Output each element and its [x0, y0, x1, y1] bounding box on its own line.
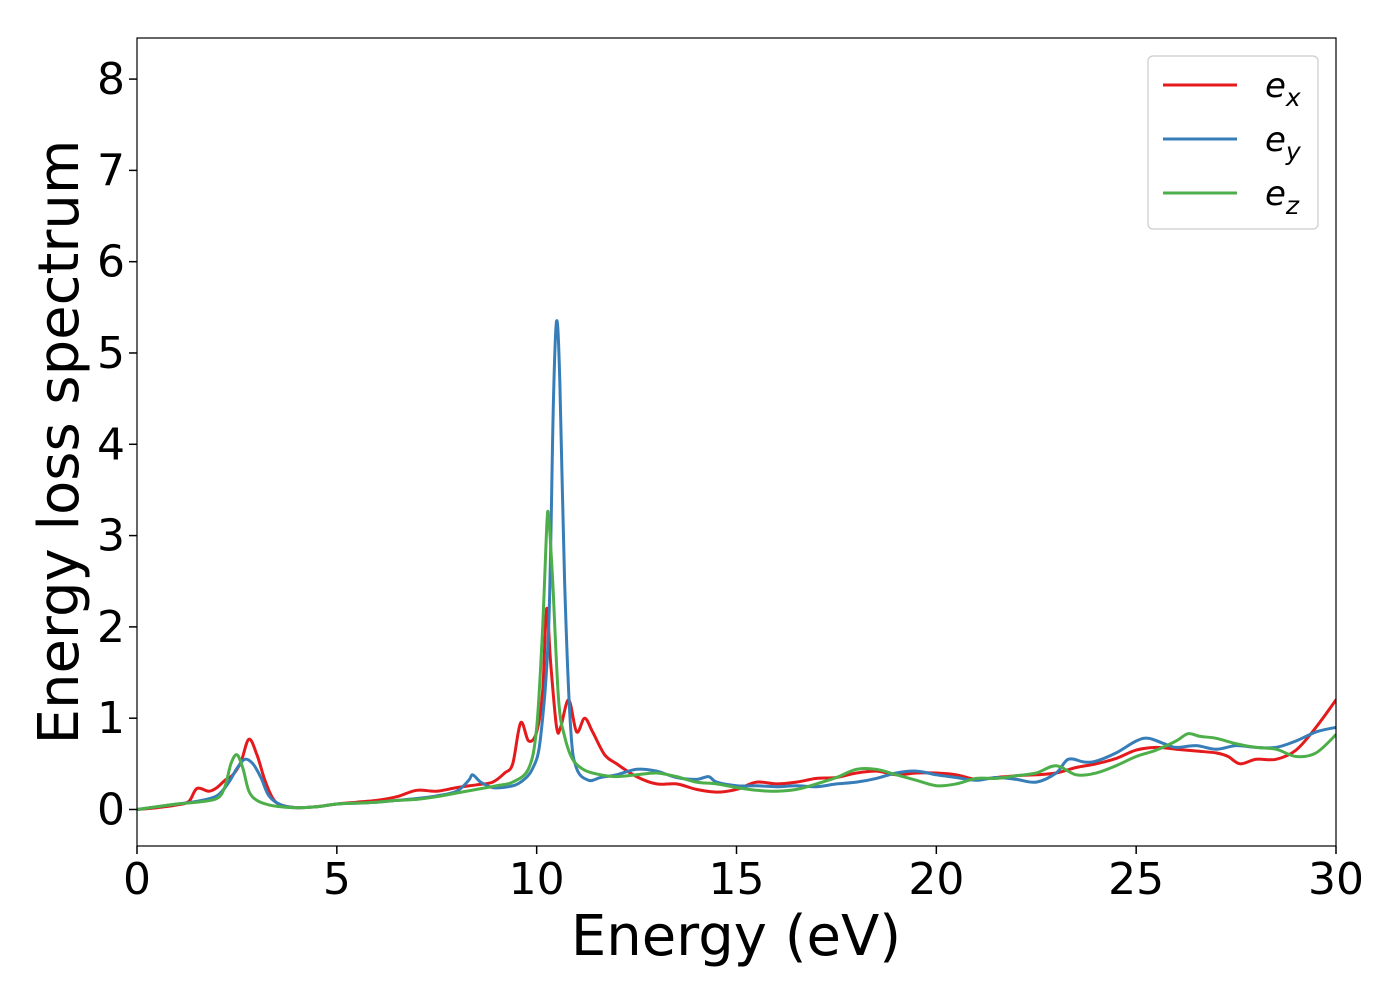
y-tick-label: 2 [97, 602, 125, 653]
series-layer [137, 319, 1336, 811]
y-axis-label: Energy loss spectrum [27, 140, 92, 745]
legend-label-y: ey [1265, 120, 1302, 166]
y-tick-label: 3 [97, 511, 125, 562]
y-axis: 0 1 2 3 4 5 6 7 8 [97, 54, 137, 835]
x-tick-label: 10 [509, 854, 565, 905]
x-axis: 0 5 10 15 20 25 30 [123, 846, 1364, 905]
y-tick-label: 7 [97, 145, 125, 196]
legend-label-subscript: y [1285, 137, 1302, 166]
x-tick-label: 25 [1108, 854, 1164, 905]
y-tick-label: 0 [97, 784, 125, 835]
x-tick-label: 0 [123, 854, 151, 905]
legend-label-subscript: x [1285, 83, 1301, 112]
y-tick-label: 6 [97, 237, 125, 288]
y-tick-label: 5 [97, 328, 125, 379]
x-tick-label: 20 [908, 854, 964, 905]
x-tick-label: 15 [709, 854, 765, 905]
series-line-z [137, 509, 1336, 811]
legend-label-base: e [1265, 120, 1286, 160]
legend-label-base: e [1265, 66, 1286, 106]
x-tick-label: 30 [1308, 854, 1364, 905]
legend-box [1147, 55, 1319, 230]
x-axis-label: Energy (eV) [571, 904, 901, 969]
legend-label-x: ex [1265, 66, 1301, 112]
legend-label-base: e [1265, 174, 1286, 214]
x-tick-label: 5 [323, 854, 351, 905]
y-tick-label: 4 [97, 419, 125, 470]
legend-label-z: ez [1265, 174, 1300, 220]
legend-label-subscript: z [1285, 191, 1300, 220]
y-tick-label: 1 [97, 693, 125, 744]
y-tick-label: 8 [97, 54, 125, 105]
